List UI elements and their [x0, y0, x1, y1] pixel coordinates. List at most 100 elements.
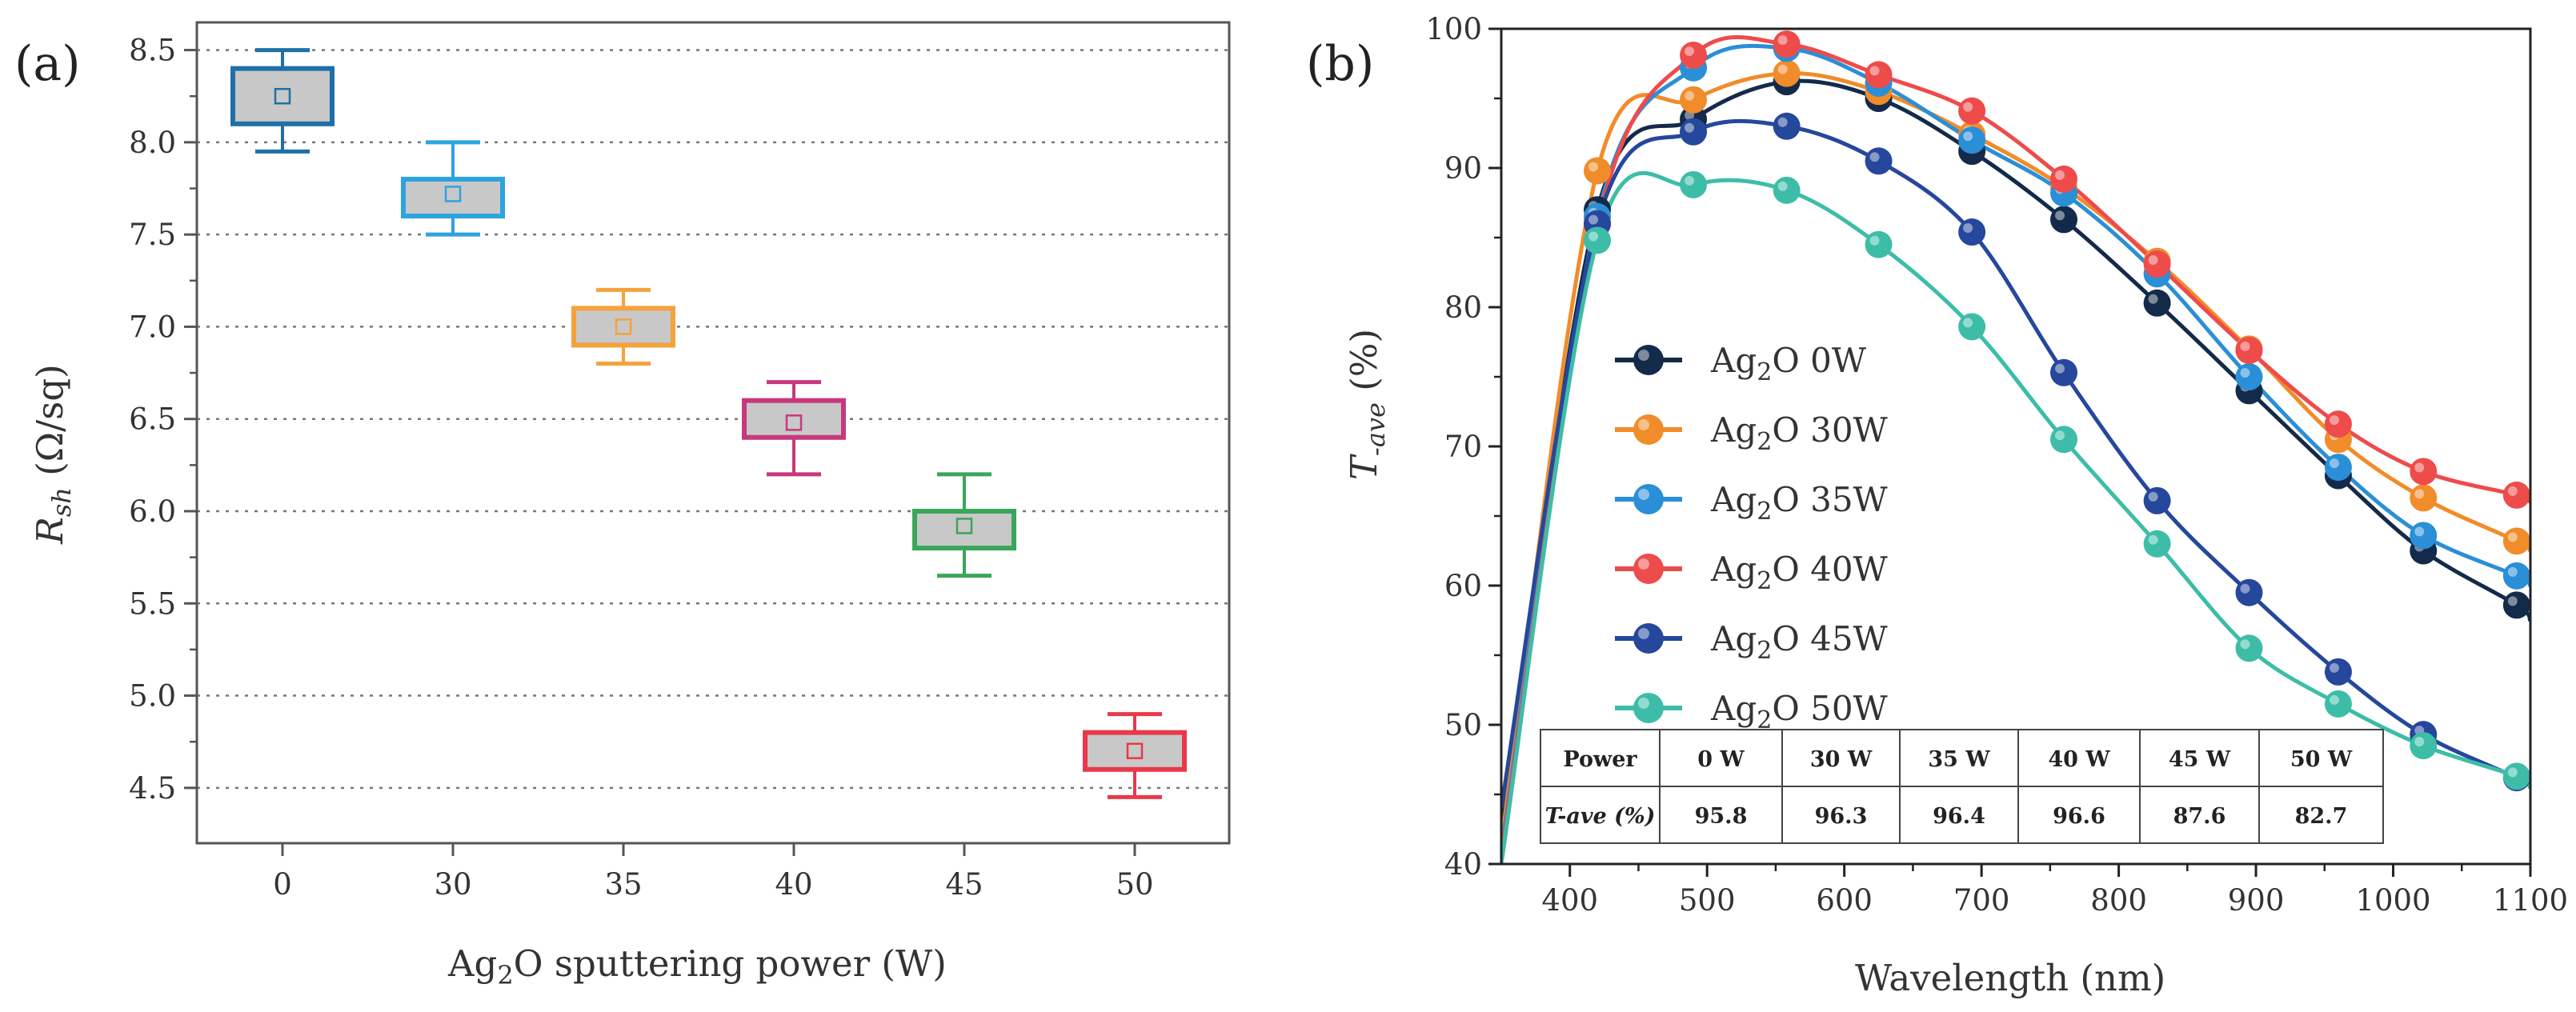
b-point — [2410, 484, 2438, 512]
panel-a-label: (a) — [14, 36, 81, 92]
b-point — [2143, 250, 2171, 278]
b-legend-marker-highlight — [1638, 628, 1649, 639]
b-legend-label: Ag2O 50W — [1710, 689, 1889, 734]
b-x-tick-label: 700 — [1953, 883, 2010, 918]
a-y-axis-title: Rsh (Ω/sq) — [29, 364, 77, 545]
b-point — [1584, 157, 1612, 185]
b-x-tick-label: 500 — [1679, 883, 1736, 918]
b-point — [2410, 458, 2438, 486]
b-legend-marker — [1633, 414, 1664, 445]
b-legend-marker — [1633, 693, 1664, 723]
b-point — [2143, 530, 2171, 558]
b-legend-marker-highlight — [1638, 419, 1649, 430]
b-y-tick-label: 80 — [1444, 290, 1482, 325]
b-point-highlight — [2148, 534, 2158, 545]
a-box-mean-marker — [955, 518, 973, 534]
b-point-highlight — [2055, 430, 2065, 441]
a-y-tick-label: 4.5 — [129, 771, 176, 806]
b-x-tick-label: 600 — [1816, 883, 1873, 918]
b-point-highlight — [2055, 170, 2065, 180]
b-table-header-cell: 0 W — [1697, 747, 1745, 772]
b-point-highlight — [2148, 491, 2158, 502]
b-point-highlight — [2507, 566, 2518, 577]
b-table-header-cell: 40 W — [2048, 747, 2110, 772]
b-series-markers — [1584, 30, 2530, 792]
b-point — [2502, 591, 2530, 619]
b-legend-marker-highlight — [1638, 489, 1649, 500]
b-point-highlight — [2329, 415, 2339, 426]
b-x-tick-label: 1000 — [2355, 883, 2430, 918]
b-point — [1865, 147, 1893, 175]
a-x-tick-label: 40 — [775, 867, 812, 902]
b-point — [2235, 336, 2263, 364]
b-legend-label: Ag2O 35W — [1710, 480, 1889, 526]
b-point-highlight — [2240, 368, 2250, 378]
b-y-tick-label: 50 — [1444, 708, 1482, 742]
b-point — [2410, 522, 2438, 550]
b-table-value-cell: 82.7 — [2295, 804, 2348, 829]
b-point-highlight — [1777, 181, 1788, 191]
b-point-highlight — [2414, 526, 2425, 537]
a-y-tick-label: 6.0 — [129, 494, 176, 529]
b-legend-label-pre: Ag — [1710, 619, 1757, 658]
b-point — [1584, 226, 1612, 254]
b-point — [2324, 658, 2352, 686]
b-legend-label: Ag2O 30W — [1710, 410, 1889, 456]
a-box-mean-marker — [444, 186, 462, 202]
b-point — [1773, 176, 1801, 204]
b-table-header-cell: 35 W — [1928, 747, 1990, 772]
a-box-iqr — [230, 66, 335, 126]
b-table-header-cell: 30 W — [1810, 747, 1873, 772]
a-box-iqr — [742, 398, 846, 440]
b-point-highlight — [2329, 458, 2339, 469]
b-legend-label-pre: Ag — [1710, 689, 1757, 728]
b-legend-label-post: O 45W — [1772, 619, 1888, 658]
b-legend-label-post: O 30W — [1772, 410, 1888, 450]
b-legend-marker — [1633, 623, 1664, 654]
b-point-highlight — [1963, 102, 1973, 112]
b-point-highlight — [1869, 152, 1880, 162]
b-point-highlight — [1588, 231, 1599, 242]
b-legend-label-sub: 2 — [1757, 637, 1772, 665]
a-x-tick-label: 45 — [945, 867, 983, 902]
b-point — [2502, 527, 2530, 555]
b-point-highlight — [2507, 596, 2518, 606]
b-point — [2324, 690, 2352, 718]
b-summary-table: Power 0 W 30 W 35 W 40 W 45 W 50 W T-ave (%) 95.… — [1540, 729, 2384, 844]
b-legend-label-sub: 2 — [1757, 428, 1772, 456]
b-point — [1773, 59, 1801, 87]
b-point — [2050, 426, 2078, 454]
b-point — [1680, 170, 1708, 198]
b-point-highlight — [2240, 639, 2250, 650]
b-legend-marker — [1633, 345, 1664, 375]
b-x-tick-label: 400 — [1541, 883, 1598, 918]
b-legend-label: Ag2O 40W — [1710, 550, 1889, 595]
b-x-tick-label: 900 — [2228, 883, 2285, 918]
a-boxes — [230, 48, 1187, 799]
b-point-highlight — [1685, 175, 1695, 186]
b-table-header-cell: 50 W — [2290, 747, 2353, 772]
b-x-tick-label: 800 — [2090, 883, 2147, 918]
b-legend-label-pre: Ag — [1710, 341, 1757, 380]
a-x-axis-title: Ag2O sputtering power (W) — [447, 942, 947, 990]
a-y-tick-label: 5.5 — [129, 586, 176, 621]
b-point-highlight — [1588, 162, 1599, 172]
b-legend-marker-highlight — [1638, 350, 1649, 361]
b-point-highlight — [1777, 35, 1788, 46]
b-point — [2324, 454, 2352, 482]
b-x-axis: 400 500 600 700 800 900 1000 1100 — [1541, 864, 2568, 918]
b-y-tick-label: 70 — [1444, 430, 1482, 464]
b-point-highlight — [1869, 66, 1880, 76]
b-point-highlight — [2329, 662, 2339, 673]
b-point-highlight — [1588, 214, 1599, 225]
a-box-mean-marker — [615, 318, 632, 335]
b-point — [1680, 86, 1708, 114]
b-table-header-cell: 45 W — [2169, 747, 2231, 772]
a-x-tick-label: 0 — [273, 867, 292, 902]
b-point-highlight — [2507, 767, 2518, 778]
b-point — [2050, 165, 2078, 193]
b-point — [1865, 230, 1893, 258]
a-box-0 — [230, 48, 335, 154]
b-point-highlight — [2055, 363, 2065, 374]
